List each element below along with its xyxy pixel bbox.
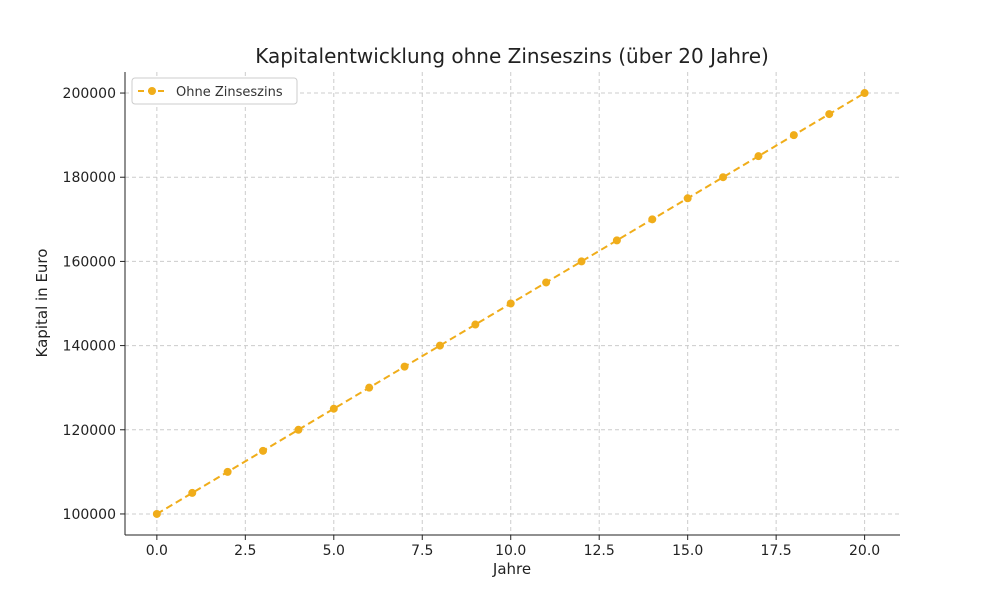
legend-marker [148, 87, 156, 95]
series [152, 89, 869, 518]
data-point [719, 173, 728, 182]
data-point [542, 278, 551, 287]
data-point [188, 488, 197, 497]
x-tick-label: 5.0 [323, 543, 345, 559]
x-ticks: 0.0 2.5 5.0 7.5 10.0 12.5 15.0 17.5 20.0 [146, 535, 880, 559]
x-tick-label: 7.5 [411, 543, 433, 559]
x-axis-label: Jahre [492, 560, 531, 578]
x-tick-label: 2.5 [234, 543, 256, 559]
grid [125, 72, 900, 535]
data-point [789, 131, 798, 140]
data-point [683, 194, 692, 203]
x-tick-label: 12.5 [584, 543, 615, 559]
axes [124, 72, 900, 536]
data-point [294, 425, 303, 434]
data-point [400, 362, 409, 371]
y-tick-label: 180000 [63, 170, 116, 186]
data-point [860, 89, 869, 98]
chart-title: Kapitalentwicklung ohne Zinseszins (über… [255, 44, 769, 68]
data-point [754, 152, 763, 161]
y-tick-label: 200000 [63, 86, 116, 102]
legend-label: Ohne Zinseszins [176, 85, 283, 100]
data-point [152, 509, 161, 518]
x-tick-label: 0.0 [146, 543, 168, 559]
data-point [259, 446, 268, 455]
x-tick-label: 20.0 [849, 543, 880, 559]
y-tick-label: 160000 [63, 254, 116, 270]
y-tick-label: 100000 [63, 507, 116, 523]
data-point [329, 404, 338, 413]
y-axis-label: Kapital in Euro [33, 249, 51, 358]
x-tick-label: 15.0 [672, 543, 703, 559]
data-point [648, 215, 657, 224]
y-ticks: 100000 120000 140000 160000 180000 200000 [63, 86, 125, 523]
data-point [435, 341, 444, 350]
y-tick-label: 120000 [63, 423, 116, 439]
data-point [471, 320, 480, 329]
legend: Ohne Zinseszins [131, 77, 298, 105]
data-point [825, 110, 834, 119]
data-point [612, 236, 621, 245]
x-tick-label: 10.0 [495, 543, 526, 559]
y-tick-label: 140000 [63, 339, 116, 355]
data-point [577, 257, 586, 266]
legend-box [131, 77, 298, 105]
data-point [223, 467, 232, 476]
x-tick-label: 17.5 [761, 543, 792, 559]
data-point [506, 299, 515, 308]
data-point [365, 383, 374, 392]
